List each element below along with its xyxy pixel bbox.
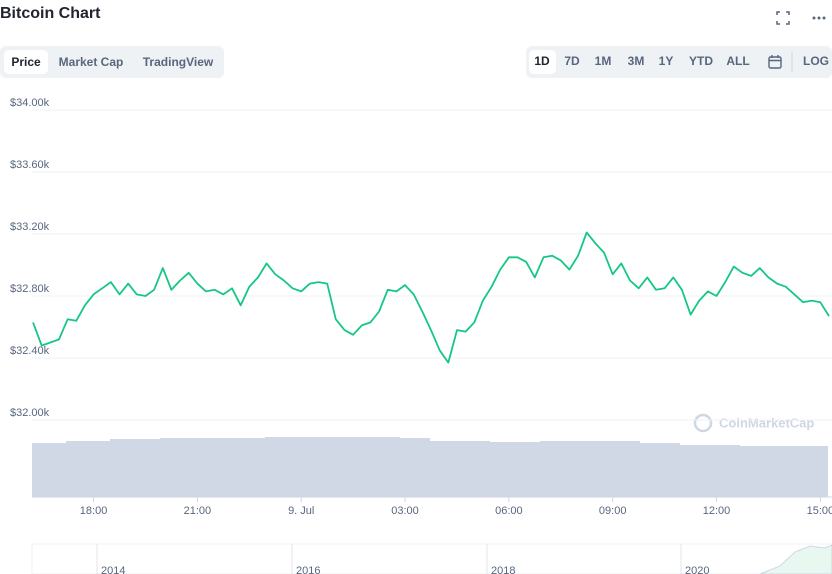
price-line: [32, 231, 830, 364]
y-tick-label: $32.40k: [10, 345, 50, 357]
log-button[interactable]: LOG: [803, 54, 829, 68]
calendar-icon[interactable]: [768, 55, 782, 69]
range-button[interactable]: 1M: [595, 54, 612, 68]
x-tick-label: 15:00: [807, 505, 832, 517]
y-tick-label: $33.60k: [10, 159, 50, 171]
fullscreen-icon[interactable]: [776, 11, 790, 25]
navigator-label: 2014: [101, 565, 125, 574]
y-tick-label: $32.80k: [10, 283, 50, 295]
watermark-text: CoinMarketCap: [719, 415, 814, 430]
range-button[interactable]: 1Y: [659, 54, 674, 68]
x-tick-label: 9. Jul: [288, 505, 314, 517]
y-tick-label: $32.00k: [10, 407, 50, 419]
range-buttons: 1D 7D 1M 3M 1Y YTD ALL: [534, 54, 749, 68]
x-tick-label: 03:00: [391, 505, 419, 517]
range-group: [526, 46, 832, 78]
navigator-label: 2020: [685, 565, 709, 574]
range-button[interactable]: YTD: [689, 54, 713, 68]
navigator-series: [759, 544, 832, 574]
y-tick-label: $34.00k: [10, 97, 50, 109]
range-button[interactable]: 7D: [564, 54, 580, 68]
tab[interactable]: TradingView: [143, 55, 214, 69]
volume-area: [32, 437, 828, 497]
range-button[interactable]: 3M: [628, 54, 645, 68]
more-icon[interactable]: [812, 16, 826, 20]
x-tick-label: 06:00: [495, 505, 523, 517]
watermark: CoinMarketCap: [693, 413, 814, 433]
navigator: [31, 543, 832, 574]
navigator-label: 2018: [491, 565, 515, 574]
x-tick-label: 18:00: [80, 505, 108, 517]
range-selected: [529, 50, 556, 74]
range-button[interactable]: 1D: [534, 54, 550, 68]
navigator-label: 2016: [296, 565, 320, 574]
chart-title: Bitcoin Chart: [0, 5, 101, 22]
navigator-labels: 2014 2016 2018 2020: [101, 565, 709, 574]
tab-group: [0, 46, 224, 78]
x-tick-label: 09:00: [599, 505, 627, 517]
tab-selected: [4, 50, 48, 74]
y-tick-label: $33.20k: [10, 221, 50, 233]
range-button[interactable]: ALL: [726, 54, 749, 68]
x-tick-label: 12:00: [703, 505, 731, 517]
tab[interactable]: Price: [11, 55, 41, 69]
tab[interactable]: Market Cap: [59, 55, 124, 69]
x-tick-label: 21:00: [184, 505, 212, 517]
